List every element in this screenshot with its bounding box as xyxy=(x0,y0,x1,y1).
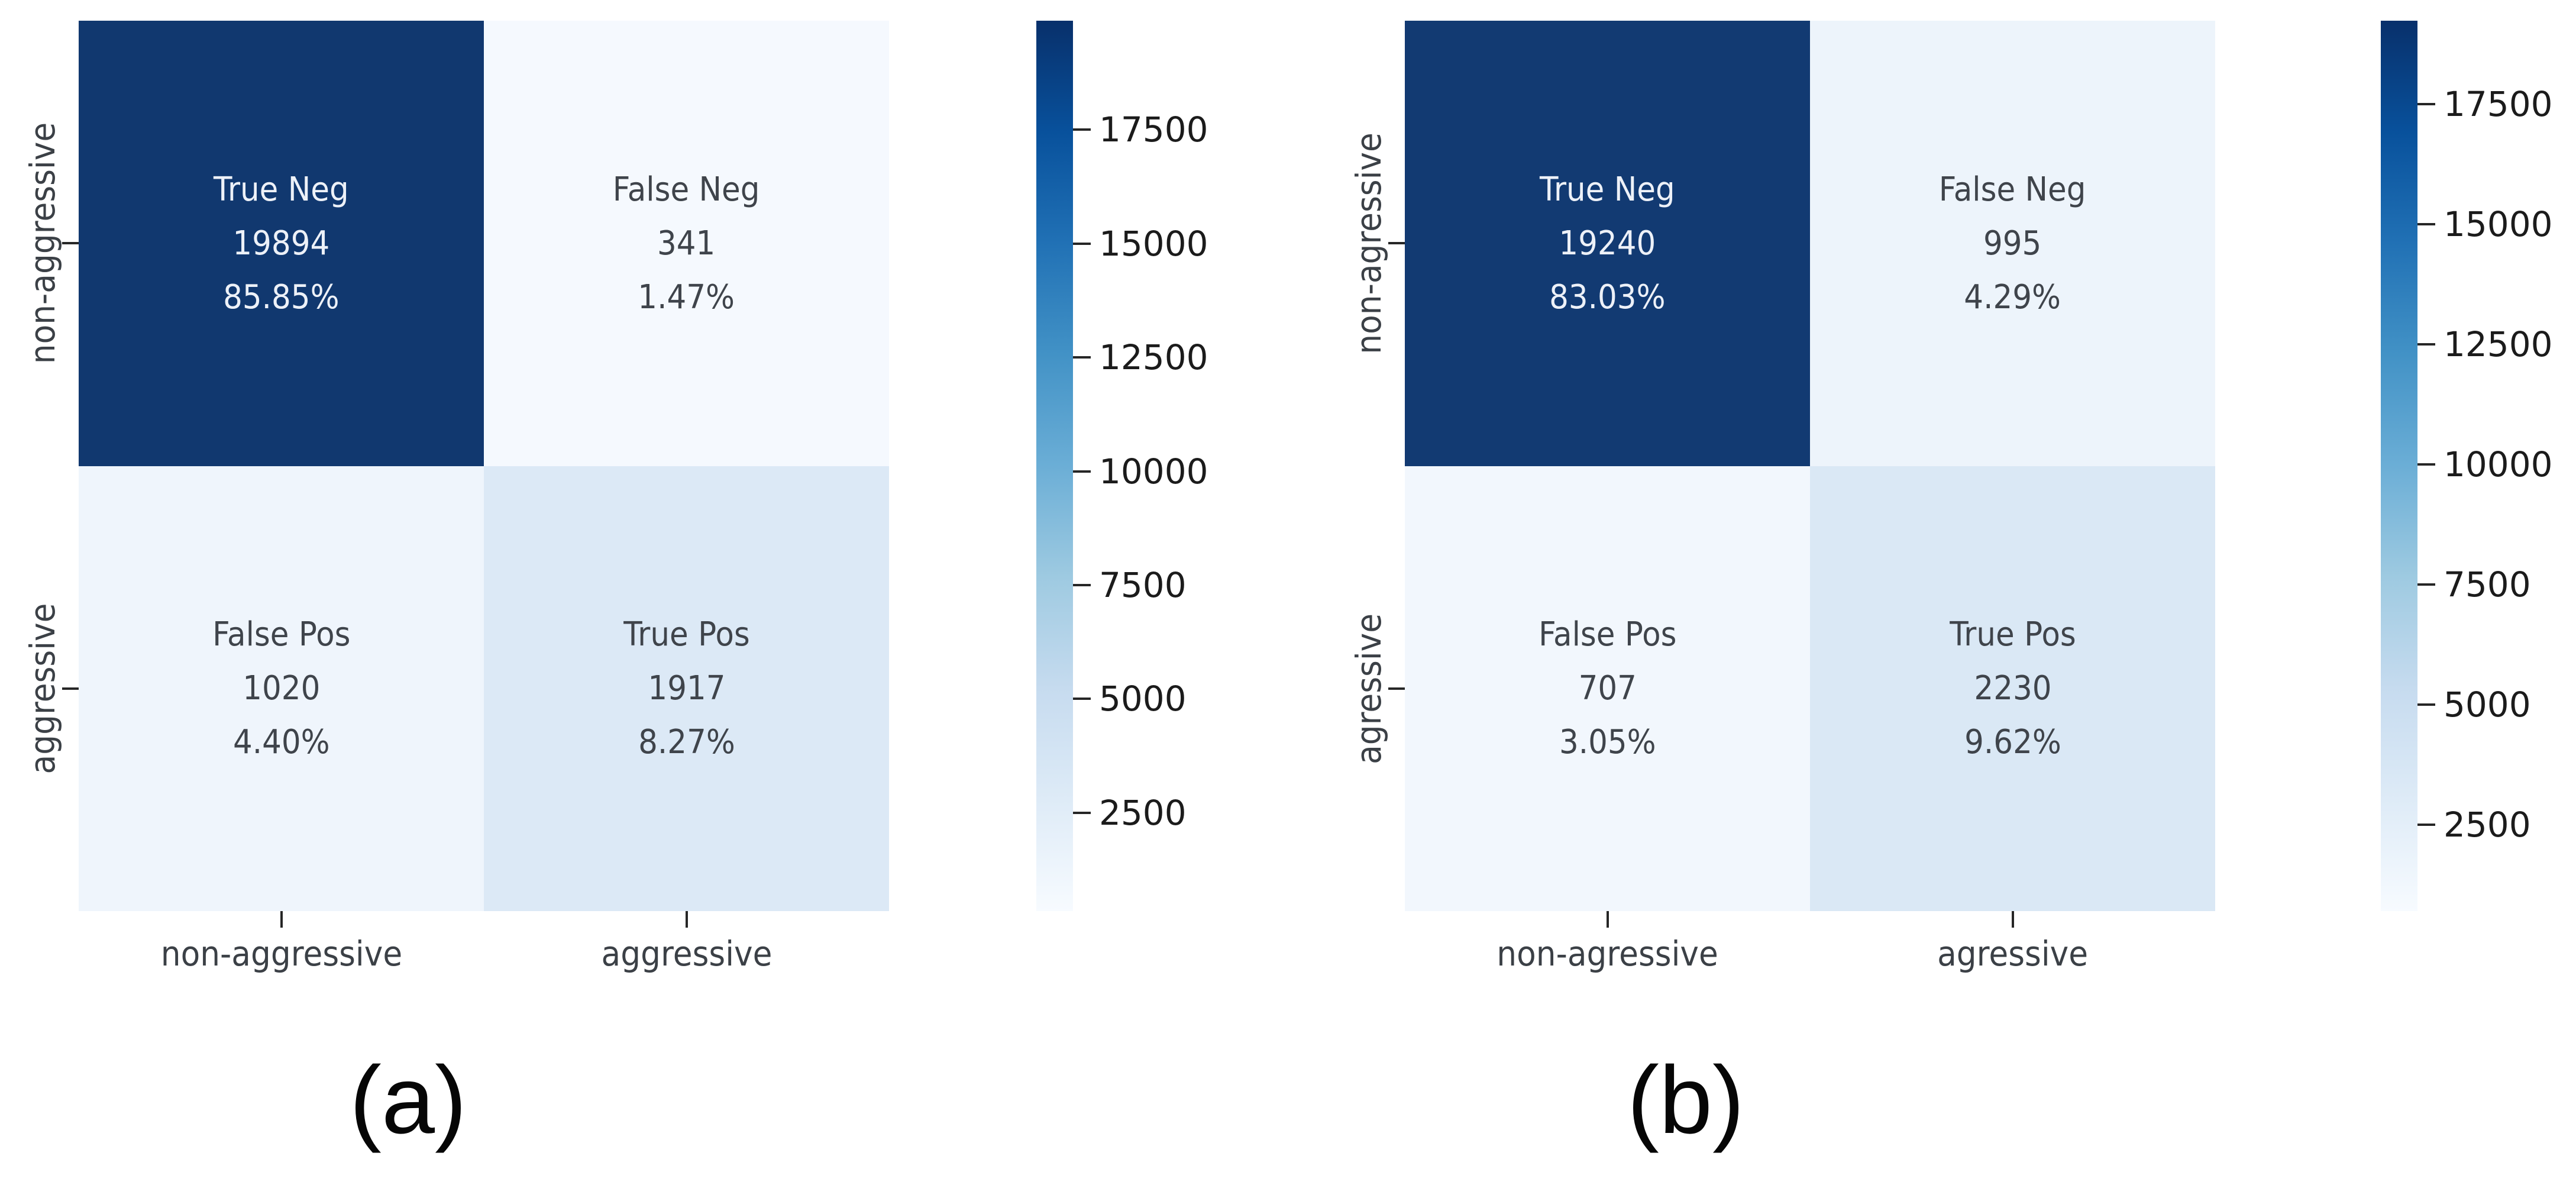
cell-count: 341 xyxy=(657,224,716,263)
cell-false-pos: False Pos 707 3.05% xyxy=(1405,466,1810,911)
cell-count: 19894 xyxy=(232,224,330,263)
cell-count: 707 xyxy=(1578,669,1637,708)
cell-percent: 83.03% xyxy=(1549,277,1666,317)
cell-count: 19240 xyxy=(1559,224,1656,263)
colorbar-tick-label: 17500 xyxy=(1099,109,1208,150)
cell-percent: 8.27% xyxy=(638,723,735,762)
cell-percent: 1.47% xyxy=(638,277,735,317)
cell-count: 1020 xyxy=(242,669,321,708)
colorbar-tick-label: 10000 xyxy=(1099,451,1208,492)
colorbar-gradient xyxy=(1036,21,1073,911)
cell-label: False Neg xyxy=(1939,170,2086,209)
cell-count: 995 xyxy=(1983,224,2042,263)
colorbar-tick xyxy=(2417,583,2435,586)
cell-percent: 85.85% xyxy=(223,277,340,317)
x-axis-tick xyxy=(280,911,283,928)
colorbar-tick-label: 2500 xyxy=(2444,805,2531,845)
colorbar-tick-label: 7500 xyxy=(1099,565,1187,605)
colorbar-tick xyxy=(2417,103,2435,105)
cell-text-false-neg: False Neg 341 1.47% xyxy=(613,163,760,324)
colorbar-tick xyxy=(1073,698,1091,700)
x-axis-label: non-aggressive xyxy=(45,934,518,974)
colorbar-tick-label: 5000 xyxy=(2444,684,2531,725)
y-axis-label-text: non-agressive xyxy=(1349,132,1389,354)
x-axis-tick xyxy=(686,911,688,928)
heatmap-matrix: True Neg 19240 83.03% False Neg 995 4.29% Fals… xyxy=(1405,21,2215,911)
x-axis-tick xyxy=(1607,911,1609,928)
colorbar-tick-label: 15000 xyxy=(1099,224,1208,264)
cell-label: False Neg xyxy=(613,170,760,209)
y-axis-tick xyxy=(62,687,79,690)
cell-text-true-pos: True Pos 2230 9.62% xyxy=(1950,608,2076,769)
x-axis-tick xyxy=(2012,911,2014,928)
cell-label: True Pos xyxy=(1949,615,2076,654)
colorbar-gradient xyxy=(2381,21,2417,911)
colorbar-tick-label: 7500 xyxy=(2444,564,2531,605)
colorbar-tick-label: 12500 xyxy=(1099,337,1208,377)
cell-label: True Neg xyxy=(214,170,349,209)
heatmap-matrix: True Neg 19894 85.85% False Neg 341 1.47% Fals… xyxy=(79,21,889,911)
colorbar-tick xyxy=(2417,343,2435,346)
cell-true-pos: True Pos 2230 9.62% xyxy=(1810,466,2215,911)
cell-false-neg: False Neg 341 1.47% xyxy=(484,21,889,466)
cell-percent: 4.40% xyxy=(232,723,330,762)
colorbar-tick-label: 2500 xyxy=(1099,793,1187,833)
cell-text-false-pos: False Pos 1020 4.40% xyxy=(212,608,350,769)
colorbar-tick xyxy=(1073,243,1091,245)
x-axis-label-text: non-aggressive xyxy=(160,934,403,974)
x-axis-label: non-agressive xyxy=(1371,934,1844,974)
colorbar-tick xyxy=(1073,356,1091,359)
cell-false-neg: False Neg 995 4.29% xyxy=(1810,21,2215,466)
cell-label: True Neg xyxy=(1540,170,1675,209)
cell-text-true-neg: True Neg 19240 83.03% xyxy=(1540,163,1675,324)
colorbar-tick xyxy=(1073,470,1091,473)
colorbar-tick xyxy=(2417,824,2435,826)
colorbar-tick xyxy=(1073,584,1091,586)
colorbar-tick-label: 12500 xyxy=(2444,324,2553,364)
cell-percent: 4.29% xyxy=(1964,277,2061,317)
colorbar-tick xyxy=(1073,812,1091,814)
cell-text-false-neg: False Neg 995 4.29% xyxy=(1939,163,2086,324)
colorbar-tick xyxy=(2417,463,2435,466)
y-axis-tick xyxy=(1388,687,1405,690)
cell-true-pos: True Pos 1917 8.27% xyxy=(484,466,889,911)
y-axis-label-text: agressive xyxy=(1349,613,1389,764)
colorbar-tick-label: 10000 xyxy=(2444,444,2553,485)
y-axis-label: aggressive xyxy=(19,422,66,955)
colorbar-tick xyxy=(2417,703,2435,706)
cell-count: 1917 xyxy=(647,669,726,708)
cell-text-true-neg: True Neg 19894 85.85% xyxy=(214,163,349,324)
cell-text-true-pos: True Pos 1917 8.27% xyxy=(623,608,749,769)
panel-caption: (a) xyxy=(350,1047,467,1154)
panel-caption: (b) xyxy=(1627,1047,1744,1154)
cell-false-pos: False Pos 1020 4.40% xyxy=(79,466,484,911)
x-axis-label-text: non-agressive xyxy=(1497,934,1719,974)
cell-count: 2230 xyxy=(1973,669,2052,708)
colorbar-tick-label: 5000 xyxy=(1099,679,1187,719)
y-axis-tick xyxy=(1388,242,1405,244)
x-axis-label-text: agressive xyxy=(1937,934,2089,974)
colorbar-tick xyxy=(2417,223,2435,225)
y-axis-label: agressive xyxy=(1345,422,1392,955)
cell-percent: 3.05% xyxy=(1559,723,1656,762)
x-axis-label-text: aggressive xyxy=(601,934,773,974)
cell-true-neg: True Neg 19240 83.03% xyxy=(1405,21,1810,466)
y-axis-label-text: non-aggressive xyxy=(22,122,63,364)
cell-percent: 9.62% xyxy=(1964,723,2061,762)
colorbar-tick-label: 17500 xyxy=(2444,84,2553,124)
x-axis-label: aggressive xyxy=(450,934,923,974)
y-axis-tick xyxy=(62,242,79,244)
colorbar-tick xyxy=(1073,128,1091,131)
cell-text-false-pos: False Pos 707 3.05% xyxy=(1539,608,1676,769)
x-axis-label: agressive xyxy=(1776,934,2249,974)
colorbar-tick-label: 15000 xyxy=(2444,204,2553,244)
y-axis-label-text: aggressive xyxy=(22,603,63,774)
cell-label: True Pos xyxy=(623,615,750,654)
cell-label: False Pos xyxy=(1538,615,1677,654)
cell-label: False Pos xyxy=(212,615,351,654)
cell-true-neg: True Neg 19894 85.85% xyxy=(79,21,484,466)
